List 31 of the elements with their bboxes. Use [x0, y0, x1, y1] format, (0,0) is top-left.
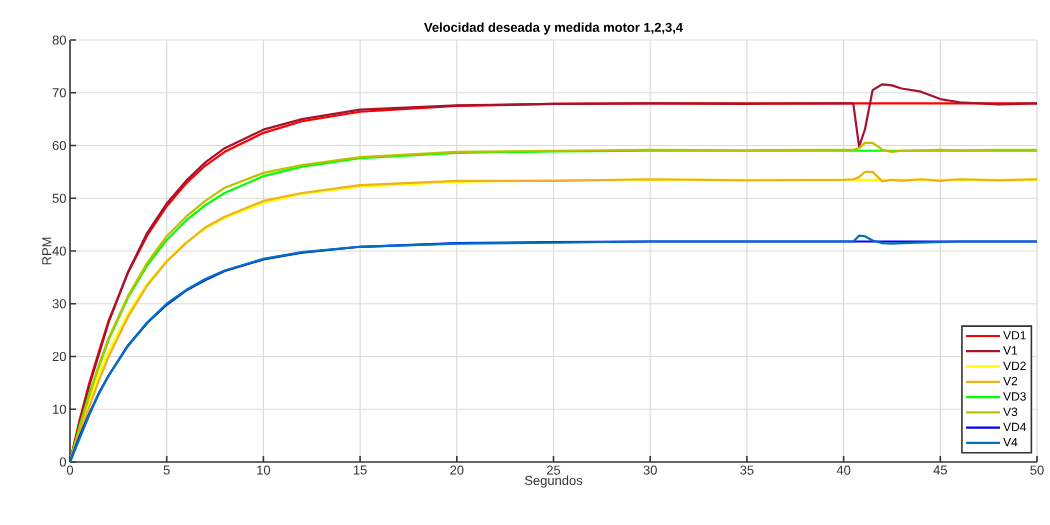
- x-tick-label: 10: [257, 465, 271, 475]
- x-tick-label: 5: [163, 465, 170, 475]
- y-axis-title: RPM: [42, 237, 52, 265]
- y-tick-label: 30: [52, 299, 66, 309]
- legend-label: VD2: [1003, 361, 1026, 370]
- legend-label: VD4: [1003, 422, 1027, 432]
- x-tick-label: 30: [643, 465, 657, 475]
- x-tick-label: 40: [836, 465, 851, 475]
- y-tick-label: 0: [59, 457, 66, 467]
- x-tick-label: 0: [66, 465, 74, 475]
- chart-title: Velocidad deseada y medida motor 1,2,3,4: [424, 22, 683, 35]
- x-tick-label: 15: [353, 465, 367, 475]
- legend-label: V2: [1003, 376, 1018, 386]
- y-tick-label: 20: [52, 351, 66, 362]
- y-tick-label: 40: [52, 246, 66, 256]
- legend-label: V3: [1003, 407, 1018, 416]
- y-tick-label: 80: [52, 35, 66, 45]
- legend-label: VD1: [1003, 331, 1026, 340]
- legend-label: V1: [1003, 346, 1018, 355]
- x-tick-label: 20: [450, 465, 464, 475]
- y-tick-label: 60: [52, 140, 66, 151]
- y-tick-label: 10: [53, 404, 66, 414]
- legend-label: V4: [1003, 438, 1018, 447]
- x-tick-label: 35: [740, 465, 754, 475]
- x-tick-label: 45: [933, 465, 947, 475]
- x-axis-title: Segundos: [524, 475, 583, 488]
- x-tick-label: 25: [546, 465, 561, 475]
- legend-label: VD3: [1003, 392, 1026, 401]
- y-tick-label: 70: [52, 88, 66, 98]
- y-tick-label: 50: [52, 193, 66, 203]
- x-tick-label: 50: [1030, 465, 1044, 475]
